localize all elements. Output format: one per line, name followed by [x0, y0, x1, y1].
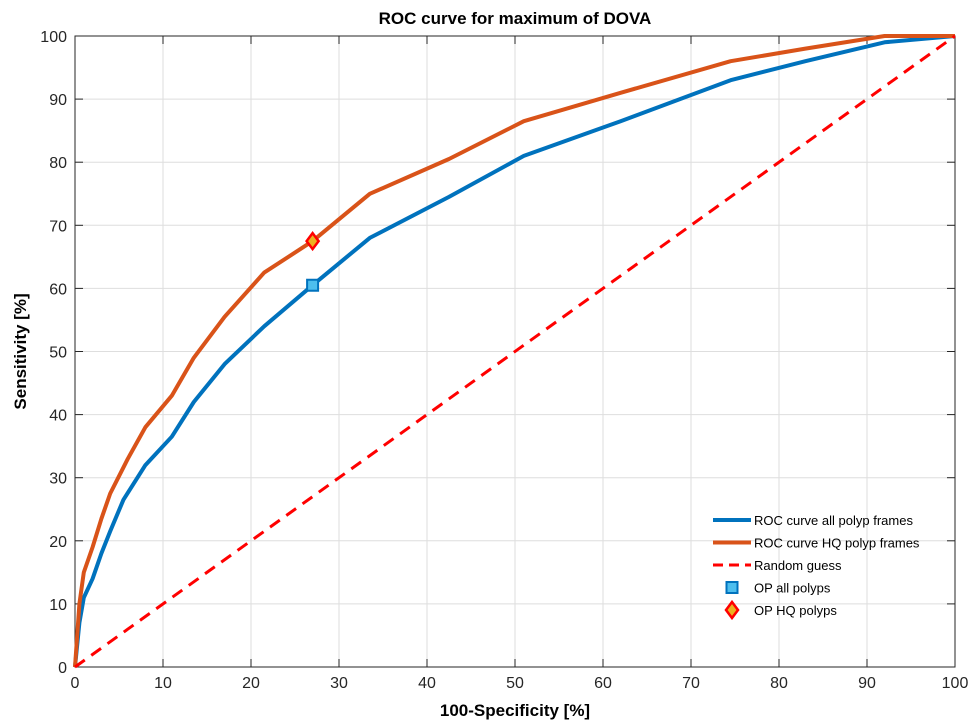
chart-title: ROC curve for maximum of DOVA [379, 9, 652, 28]
y-tick-label: 10 [49, 597, 67, 614]
series-line-roc-curve-hq-polyp-frames [73, 34, 955, 668]
legend-marker-op-all-polyps [725, 581, 739, 594]
series-line-random-guess [74, 34, 956, 669]
legend: ROC curve all polyp frames ROC curve HQ p… [713, 513, 920, 621]
y-tick-label: 90 [49, 92, 67, 109]
x-tick-label: 10 [154, 675, 172, 692]
x-axis-ticks: 0 10 20 30 40 50 60 70 80 90 100 [71, 36, 969, 692]
legend-marker-op-hq-polyps [724, 599, 740, 621]
series-line-roc-curve-all-polyp-frames [73, 34, 956, 668]
marker-op-hq-polyps [305, 230, 321, 252]
y-tick-label: 0 [58, 660, 67, 677]
x-axis-label: 100-Specificity [%] [440, 701, 590, 720]
y-tick-label: 70 [49, 218, 67, 235]
marker-op-all-polyps [306, 278, 320, 292]
y-tick-label: 50 [49, 345, 67, 362]
x-tick-label: 60 [594, 675, 612, 692]
x-tick-label: 30 [330, 675, 348, 692]
series-group [73, 34, 956, 669]
y-tick-label: 80 [49, 155, 67, 172]
legend-label: OP all polyps [754, 581, 831, 596]
x-tick-label: 50 [506, 675, 524, 692]
x-tick-label: 90 [858, 675, 876, 692]
y-tick-label: 60 [49, 281, 67, 298]
y-axis-ticks: 0 10 20 30 40 50 60 70 80 90 100 [40, 29, 955, 677]
x-tick-label: 20 [242, 675, 260, 692]
x-tick-label: 100 [942, 675, 969, 692]
x-tick-label: 0 [71, 675, 80, 692]
y-tick-label: 20 [49, 534, 67, 551]
x-tick-label: 80 [770, 675, 788, 692]
legend-label: OP HQ polyps [754, 603, 837, 618]
legend-label: ROC curve all polyp frames [754, 513, 913, 528]
y-tick-label: 40 [49, 408, 67, 425]
markers-group [305, 230, 321, 292]
legend-label: ROC curve HQ polyp frames [754, 536, 920, 551]
x-tick-label: 70 [682, 675, 700, 692]
y-tick-label: 100 [40, 29, 67, 46]
y-axis-label: Sensitivity [%] [11, 293, 30, 409]
legend-label: Random guess [754, 558, 842, 573]
x-tick-label: 40 [418, 675, 436, 692]
y-tick-label: 30 [49, 471, 67, 488]
